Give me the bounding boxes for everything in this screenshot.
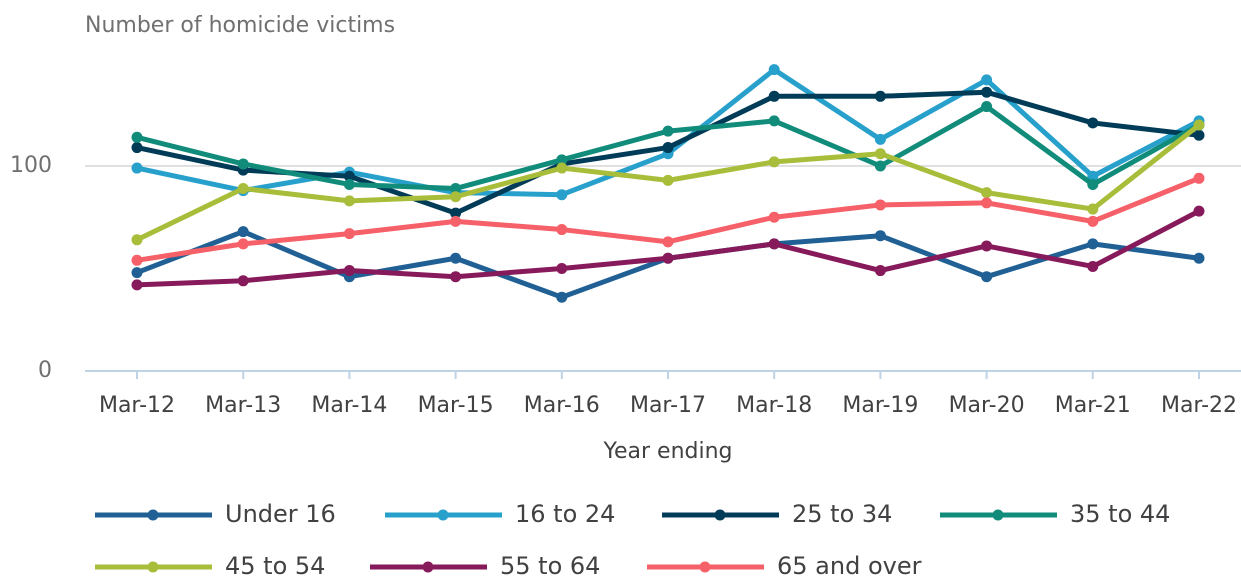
data-point [981, 101, 993, 113]
data-point [131, 254, 143, 266]
data-point [768, 211, 780, 223]
data-point [768, 64, 780, 76]
x-tick-label: Mar-14 [311, 393, 387, 418]
x-tick-label: Mar-21 [1055, 393, 1131, 418]
data-point [237, 158, 249, 170]
x-tick-label: Mar-22 [1161, 393, 1237, 418]
data-point [556, 189, 568, 201]
data-point [981, 240, 993, 252]
data-point [1087, 203, 1099, 215]
data-point [981, 197, 993, 209]
data-point [1087, 170, 1099, 182]
legend-label: 35 to 44 [1070, 500, 1170, 528]
data-point [981, 86, 993, 98]
legend-marker [699, 561, 711, 573]
legend-marker [147, 509, 159, 521]
data-point [131, 267, 143, 279]
data-point [237, 275, 249, 287]
data-point [768, 90, 780, 102]
data-point [1193, 205, 1205, 217]
data-point [662, 142, 674, 154]
y-tick-label: 100 [10, 153, 52, 178]
data-point [1087, 178, 1099, 190]
legend-label: 25 to 34 [792, 500, 892, 528]
data-point [768, 115, 780, 127]
x-tick-label: Mar-18 [736, 393, 812, 418]
data-point [450, 252, 462, 264]
data-point [343, 265, 355, 277]
data-point [874, 230, 886, 242]
y-tick-label: 0 [38, 358, 52, 383]
series-line [136, 208, 1201, 288]
data-point [450, 215, 462, 227]
legend-marker [992, 509, 1004, 521]
data-point [662, 174, 674, 186]
data-point [1087, 117, 1099, 129]
data-point [1087, 215, 1099, 227]
data-point [556, 154, 568, 166]
data-point [237, 238, 249, 250]
legend-marker [422, 561, 434, 573]
data-point [450, 207, 462, 219]
data-point [874, 199, 886, 211]
data-point [450, 191, 462, 203]
data-point [237, 226, 249, 238]
data-point [556, 162, 568, 174]
data-point [343, 228, 355, 240]
x-axis-title: Year ending [602, 439, 732, 464]
data-point [874, 265, 886, 277]
legend-marker [437, 509, 449, 521]
data-point [1087, 260, 1099, 272]
data-point [237, 183, 249, 195]
data-point [874, 160, 886, 172]
x-tick-label: Mar-15 [418, 393, 494, 418]
data-point [981, 271, 993, 283]
data-point [874, 90, 886, 102]
legend-label: 65 and over [777, 552, 922, 580]
x-tick-label: Mar-12 [99, 393, 175, 418]
data-point [1087, 238, 1099, 250]
x-tick-label: Mar-17 [630, 393, 706, 418]
data-point [450, 183, 462, 195]
data-point [981, 74, 993, 86]
data-point [131, 234, 143, 246]
x-tick-label: Mar-13 [205, 393, 281, 418]
data-point [556, 263, 568, 274]
data-point [131, 142, 143, 154]
legend-label: 55 to 64 [500, 552, 600, 580]
legend-label: 45 to 54 [225, 552, 325, 580]
data-point [343, 178, 355, 190]
data-point [1193, 129, 1205, 141]
chart-title: Number of homicide victims [85, 13, 395, 38]
data-point [874, 133, 886, 145]
data-point [1193, 252, 1205, 264]
x-tick-label: Mar-19 [842, 393, 918, 418]
data-point [662, 252, 674, 264]
legend-label: Under 16 [225, 500, 336, 528]
data-point [768, 238, 780, 250]
data-point [1193, 119, 1205, 131]
data-point [343, 195, 355, 207]
series-line [136, 175, 1200, 263]
data-point [662, 125, 674, 137]
data-point [131, 279, 143, 291]
data-point [131, 131, 143, 143]
data-point [981, 187, 993, 199]
data-point [556, 224, 568, 236]
data-point [343, 170, 355, 182]
data-point [662, 236, 674, 248]
data-point [768, 156, 780, 168]
legend-marker [714, 509, 726, 521]
data-point [556, 291, 568, 303]
data-point [1193, 172, 1205, 184]
legend-label: 16 to 24 [515, 500, 615, 528]
data-point [450, 271, 462, 283]
x-tick-label: Mar-20 [949, 393, 1025, 418]
x-tick-label: Mar-16 [524, 393, 600, 418]
data-point [131, 162, 143, 174]
legend-marker [147, 561, 159, 573]
data-point [874, 148, 886, 160]
